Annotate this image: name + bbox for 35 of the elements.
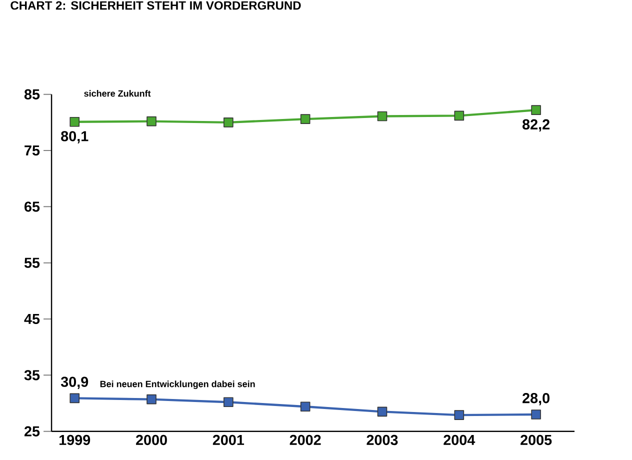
point	[300, 402, 310, 412]
point	[531, 105, 541, 115]
point	[300, 114, 310, 124]
x-tick-label: 1999	[60, 434, 90, 446]
x-tick-label: 2004	[444, 434, 476, 446]
point	[224, 118, 234, 128]
data-label: 82,2	[522, 119, 550, 132]
x-tick-label: 2005	[520, 434, 552, 446]
data-label: 30,9	[60, 376, 88, 389]
y-tick-label: 85	[24, 89, 40, 100]
point	[377, 111, 388, 122]
point	[146, 394, 156, 404]
point	[146, 116, 156, 126]
y-tick-label: 65	[24, 202, 40, 212]
point	[531, 410, 541, 420]
series-label: Bei neuen Entwicklungen dabei sein	[100, 380, 255, 390]
point	[454, 410, 464, 420]
text: sichere Zukunft	[84, 90, 151, 97]
y-tick-label: 45	[24, 314, 40, 324]
x-tick-label: 2003	[366, 434, 398, 446]
y-tick-label: 25	[24, 426, 40, 436]
x-tick-label: 2002	[290, 434, 321, 446]
point	[224, 397, 234, 408]
point	[70, 393, 80, 404]
data-label: 28,0	[522, 393, 550, 406]
x-tick-label: 2000	[136, 434, 167, 446]
point	[70, 116, 80, 127]
chart-title: CHART 2: SICHERHEIT STEHT IM VORDERGRUND	[10, 1, 301, 10]
y-tick-label: 75	[24, 145, 40, 156]
data-label: 80,1	[61, 131, 88, 144]
y-tick-label: 55	[24, 258, 40, 268]
y-tick-label: 35	[24, 370, 40, 380]
point	[377, 406, 388, 417]
x-tick-label: 2001	[212, 434, 244, 446]
point	[454, 110, 464, 121]
